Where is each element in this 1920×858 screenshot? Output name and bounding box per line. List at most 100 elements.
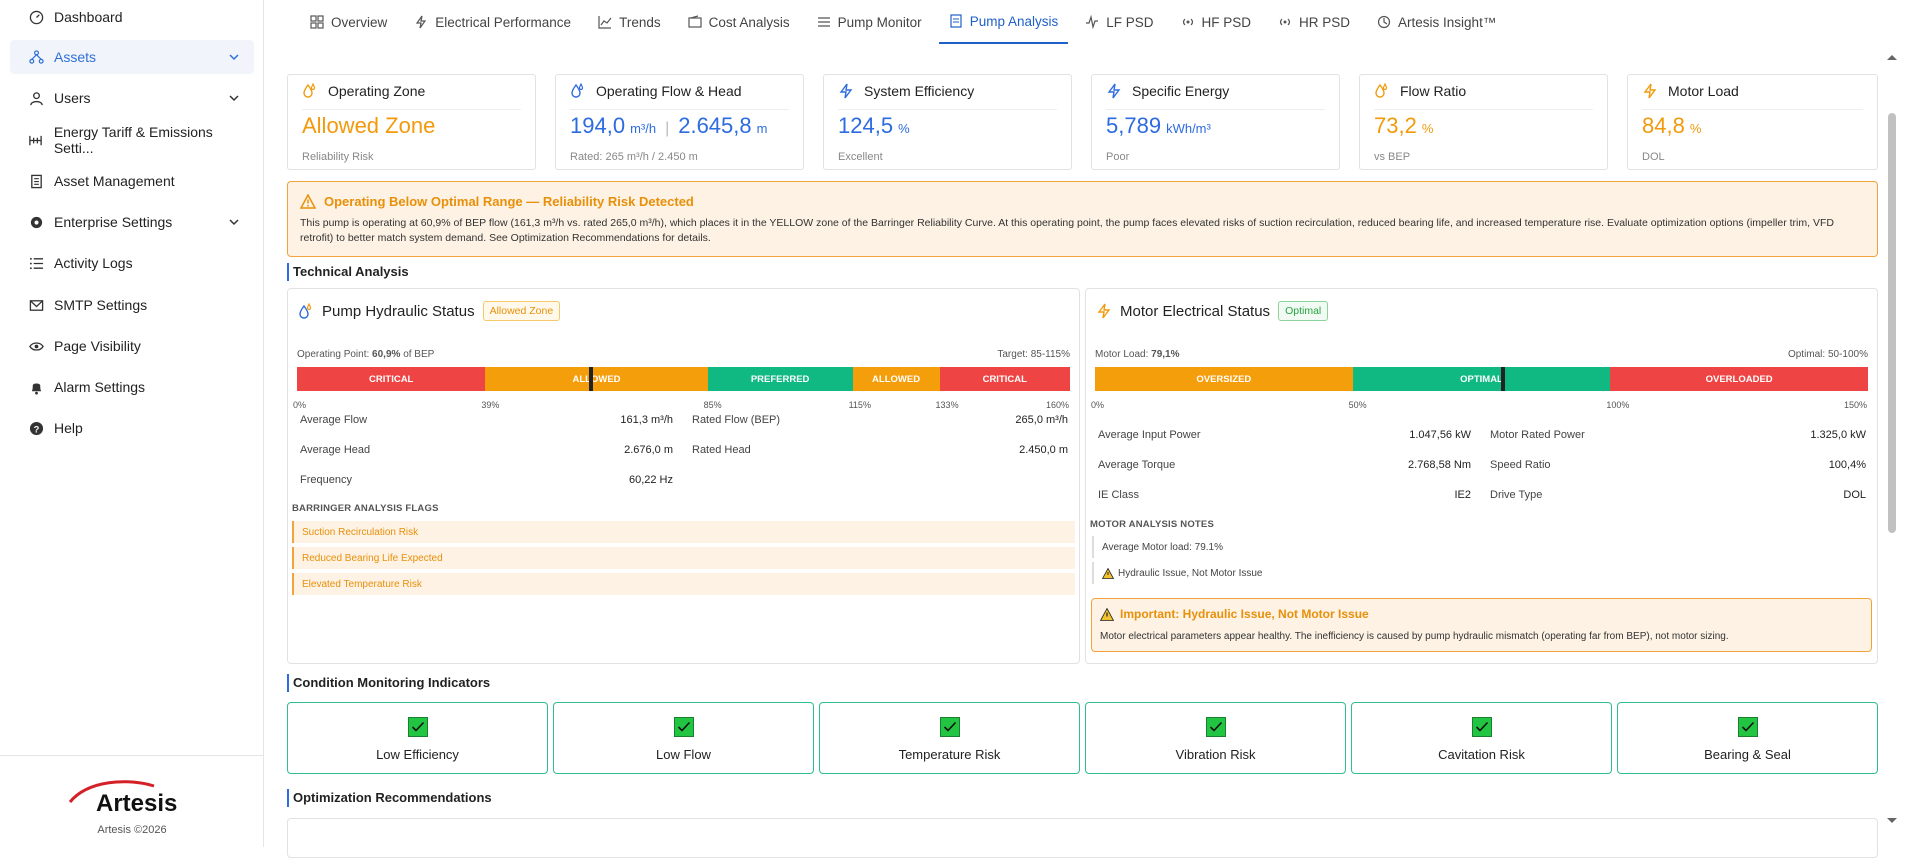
pulse-icon [1085,15,1099,29]
kv-label: Average Input Power [1098,429,1201,441]
kv-label: Rated Flow (BEP) [692,414,781,426]
tab-label: Overview [331,14,388,30]
kpi-title: Operating Flow & Head [596,83,742,99]
tab-hf-psd[interactable]: HF PSD [1171,0,1262,44]
sidebar-item-energy-tariff[interactable]: Energy Tariff & Emissions Setti... [10,123,254,157]
flag-item: Elevated Temperature Risk [292,573,1075,595]
chevron-down-icon[interactable] [228,50,240,66]
optimal-range: Optimal: 50-100% [1787,349,1868,360]
artesis-logo: Artesis [68,776,188,817]
kpi-sub: Poor [1106,151,1130,163]
bar-segment-overloaded: OVERLOADED [1610,367,1868,391]
kpi-sub: Reliability Risk [302,151,374,163]
tab-overview[interactable]: Overview [300,0,397,44]
sidebar-item-assets[interactable]: Assets [10,40,254,74]
tab-cost-analysis[interactable]: Cost Analysis [678,0,800,44]
kpi-sub: DOL [1642,151,1665,163]
sidebar-item-alarm-settings[interactable]: Alarm Settings [10,370,254,404]
gear-icon [28,214,44,230]
wallet-icon [687,15,702,29]
kpi-unit: m³/h [630,121,657,136]
zone-badge: Allowed Zone [482,301,561,321]
bar-segment-oversized: OVERSIZED [1095,367,1353,391]
chevron-down-icon[interactable] [228,215,240,231]
kpi-card-operating-zone: Operating Zone Allowed Zone Reliability … [287,74,536,170]
operating-point: Operating Point: 60,9% of BEP [297,349,434,360]
scrollbar-thumb[interactable] [1888,113,1896,533]
tick-label: 0% [293,400,307,410]
condition-card-bearing-seal: Bearing & Seal [1617,702,1878,774]
condition-card-cavitation-risk: Cavitation Risk [1351,702,1612,774]
kv-value: 1.047,56 kW [1409,429,1471,441]
tab-trends[interactable]: Trends [588,0,671,44]
bolt-icon [1096,303,1112,319]
warning-icon [1100,607,1114,621]
kv-label: Speed Ratio [1490,459,1551,471]
flags-title: BARRINGER ANALYSIS FLAGS [292,503,439,514]
sidebar-item-label: Page Visibility [54,338,141,354]
kpi-unit: kWh/m³ [1166,121,1211,136]
bell-icon [28,379,44,395]
mail-icon [28,297,44,313]
kv-label: Drive Type [1490,489,1543,501]
radio-icon [1181,15,1195,29]
sidebar-item-users[interactable]: Users [10,81,254,115]
motor-load-bar: OVERSIZED OPTIMAL OVERLOADED [1095,367,1868,391]
kpi-title: Specific Energy [1132,83,1230,99]
note-item: Average Motor load: 79.1% [1092,536,1871,558]
kpi-value: 5,789 [1106,113,1162,138]
scroll-up-icon[interactable] [1886,52,1898,62]
tab-artesis-insight[interactable]: Artesis Insight™ [1367,0,1506,44]
tab-hr-psd[interactable]: HR PSD [1268,0,1360,44]
op-label: Operating Point: [297,349,370,360]
sidebar-item-smtp-settings[interactable]: SMTP Settings [10,288,254,322]
tab-label: HR PSD [1299,14,1351,30]
kv-value: 60,22 Hz [628,474,673,486]
kv-value: 2.450,0 m [1019,444,1068,456]
tab-electrical-performance[interactable]: Electrical Performance [404,0,581,44]
scrollbar[interactable] [1884,50,1900,830]
check-icon [939,717,960,737]
kpi-value: 124,5 [838,113,894,138]
flag-item: Suction Recirculation Risk [292,521,1075,543]
sidebar-item-label: Assets [54,49,97,65]
tab-pump-analysis[interactable]: Pump Analysis [938,0,1069,44]
sidebar-item-activity-logs[interactable]: Activity Logs [10,246,254,280]
tick-label: 0% [1091,400,1105,410]
kpi-title: Operating Zone [328,83,426,99]
scroll-down-icon[interactable] [1886,816,1898,826]
condition-label: Low Efficiency [376,747,459,762]
kpi-card-flow-head: Operating Flow & Head 194,0 m³/h | 2.645,8 m… [555,74,804,170]
grid-icon [310,15,324,29]
condition-label: Bearing & Seal [1704,747,1791,762]
document-icon [28,173,44,189]
kpi-sub: Excellent [838,151,883,163]
sidebar-item-label: Asset Management [54,173,175,189]
tab-pump-monitor[interactable]: Pump Monitor [807,0,932,44]
drops-icon [1374,83,1390,99]
important-body: Motor electrical parameters appear healt… [1100,631,1729,642]
tab-lf-psd[interactable]: LF PSD [1075,0,1163,44]
sidebar-item-label: Activity Logs [54,255,133,271]
bar-segment-allowed: ALLOWED [852,367,940,391]
bolt-icon [414,15,428,29]
kv-label: Frequency [300,474,352,486]
drops-icon [570,83,586,99]
sidebar-item-dashboard[interactable]: Dashboard [10,0,254,34]
bar-segment-optimal: OPTIMAL [1352,367,1611,391]
kv-value: DOL [1843,489,1866,501]
kv-value: 2.676,0 m [624,444,673,456]
tab-label: HF PSD [1201,14,1252,30]
chevron-down-icon[interactable] [228,91,240,107]
sidebar-item-asset-management[interactable]: Asset Management [10,164,254,198]
trend-icon [598,15,612,29]
condition-card-low-efficiency: Low Efficiency [287,702,548,774]
condition-card-vibration-risk: Vibration Risk [1085,702,1346,774]
sidebar-item-enterprise-settings[interactable]: Enterprise Settings [10,205,254,239]
drops-icon [298,303,314,319]
kpi-unit: % [898,121,910,136]
kv-label: Average Head [300,444,371,456]
tick-label: 39% [481,400,500,410]
sidebar-item-help[interactable]: ? Help [10,411,254,445]
sidebar-item-page-visibility[interactable]: Page Visibility [10,329,254,363]
